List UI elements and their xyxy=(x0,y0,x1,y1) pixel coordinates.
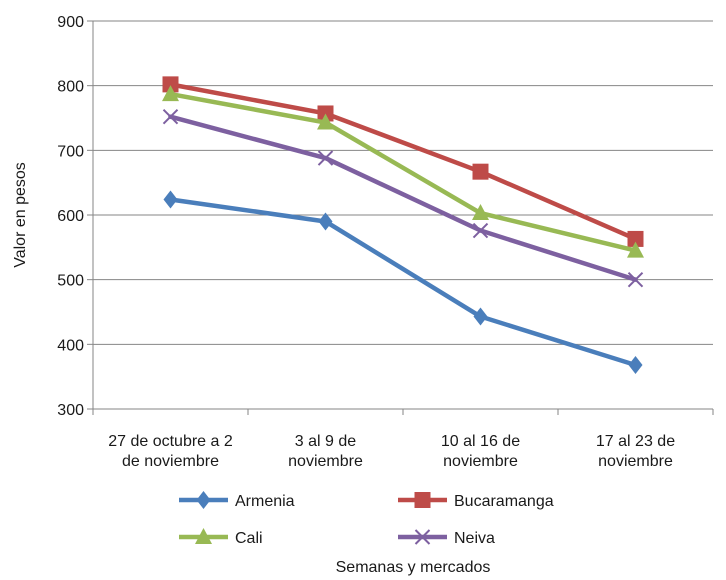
x-tick-label: 27 de octubre a 2 de noviembre xyxy=(108,433,233,470)
legend-marker-bucaramanga xyxy=(414,492,431,508)
x-tick-label-line: noviembre xyxy=(598,453,673,470)
y-axis-title: Valor en pesos xyxy=(12,162,29,268)
legend-label-cali: Cali xyxy=(235,530,263,547)
y-tick-label: 300 xyxy=(57,402,84,419)
series-line-bucaramanga xyxy=(168,82,638,242)
x-tick-label-line: 10 al 16 de xyxy=(441,433,520,450)
legend: Armenia Bucaramanga Cali Neiva xyxy=(179,491,554,547)
x-tick-label: 3 al 9 de noviembre xyxy=(288,433,363,470)
data-point-neiva xyxy=(162,108,179,125)
legend-item-bucaramanga: Bucaramanga xyxy=(398,492,554,510)
data-point-cali xyxy=(627,241,644,258)
legend-marker-neiva xyxy=(414,529,431,545)
x-tick-label-line: noviembre xyxy=(288,453,363,470)
legend-label-armenia: Armenia xyxy=(235,493,295,510)
y-tick-label: 700 xyxy=(57,143,84,160)
series-line-armenia xyxy=(168,197,638,368)
x-tick-label: 17 al 23 de noviembre xyxy=(596,433,675,470)
legend-marker-cali xyxy=(195,528,212,544)
data-point-cali xyxy=(317,113,334,130)
data-point-neiva xyxy=(627,271,644,288)
legend-marker-armenia xyxy=(196,491,211,509)
legend-item-armenia: Armenia xyxy=(179,491,295,510)
y-tick-label: 600 xyxy=(57,208,84,225)
legend-item-cali: Cali xyxy=(179,528,263,547)
x-tick-label-line: noviembre xyxy=(443,453,518,470)
series-lines xyxy=(162,76,644,375)
y-tick-label: 500 xyxy=(57,273,84,290)
data-point-bucaramanga xyxy=(627,230,644,247)
x-tick-label-line: 3 al 9 de xyxy=(295,433,356,450)
legend-label-neiva: Neiva xyxy=(454,530,495,547)
series-line-neiva xyxy=(168,114,638,282)
axes xyxy=(87,20,714,415)
legend-label-bucaramanga: Bucaramanga xyxy=(454,493,554,510)
series-armenia xyxy=(163,190,643,375)
x-tick-label: 10 al 16 de noviembre xyxy=(441,433,520,470)
data-point-bucaramanga xyxy=(162,76,179,93)
data-point-neiva xyxy=(317,150,334,166)
data-point-armenia xyxy=(628,356,643,375)
data-point-bucaramanga xyxy=(472,163,489,180)
data-point-armenia xyxy=(318,212,333,231)
gridlines xyxy=(93,20,713,345)
x-axis-title: Semanas y mercados xyxy=(336,559,491,576)
data-point-cali xyxy=(472,204,489,221)
series-line-cali xyxy=(168,91,638,253)
data-point-armenia xyxy=(473,307,488,326)
data-point-armenia xyxy=(163,190,178,209)
series-cali xyxy=(162,85,644,258)
y-tick-label: 800 xyxy=(57,79,84,96)
data-point-cali xyxy=(162,85,179,102)
x-tick-label-line: 17 al 23 de xyxy=(596,433,675,450)
x-tick-label-line: 27 de octubre a 2 xyxy=(108,433,233,450)
legend-item-neiva: Neiva xyxy=(398,529,495,547)
data-point-neiva xyxy=(472,222,489,239)
series-neiva xyxy=(162,108,644,288)
y-tick-label: 400 xyxy=(57,337,84,354)
x-tick-label-line: de noviembre xyxy=(122,453,219,470)
data-point-bucaramanga xyxy=(317,105,334,122)
axis-labels: 300 400 500 600 700 800 900 27 de octubre a 2 de… xyxy=(12,14,675,576)
series-bucaramanga xyxy=(162,76,644,247)
y-tick-label: 900 xyxy=(57,14,84,31)
